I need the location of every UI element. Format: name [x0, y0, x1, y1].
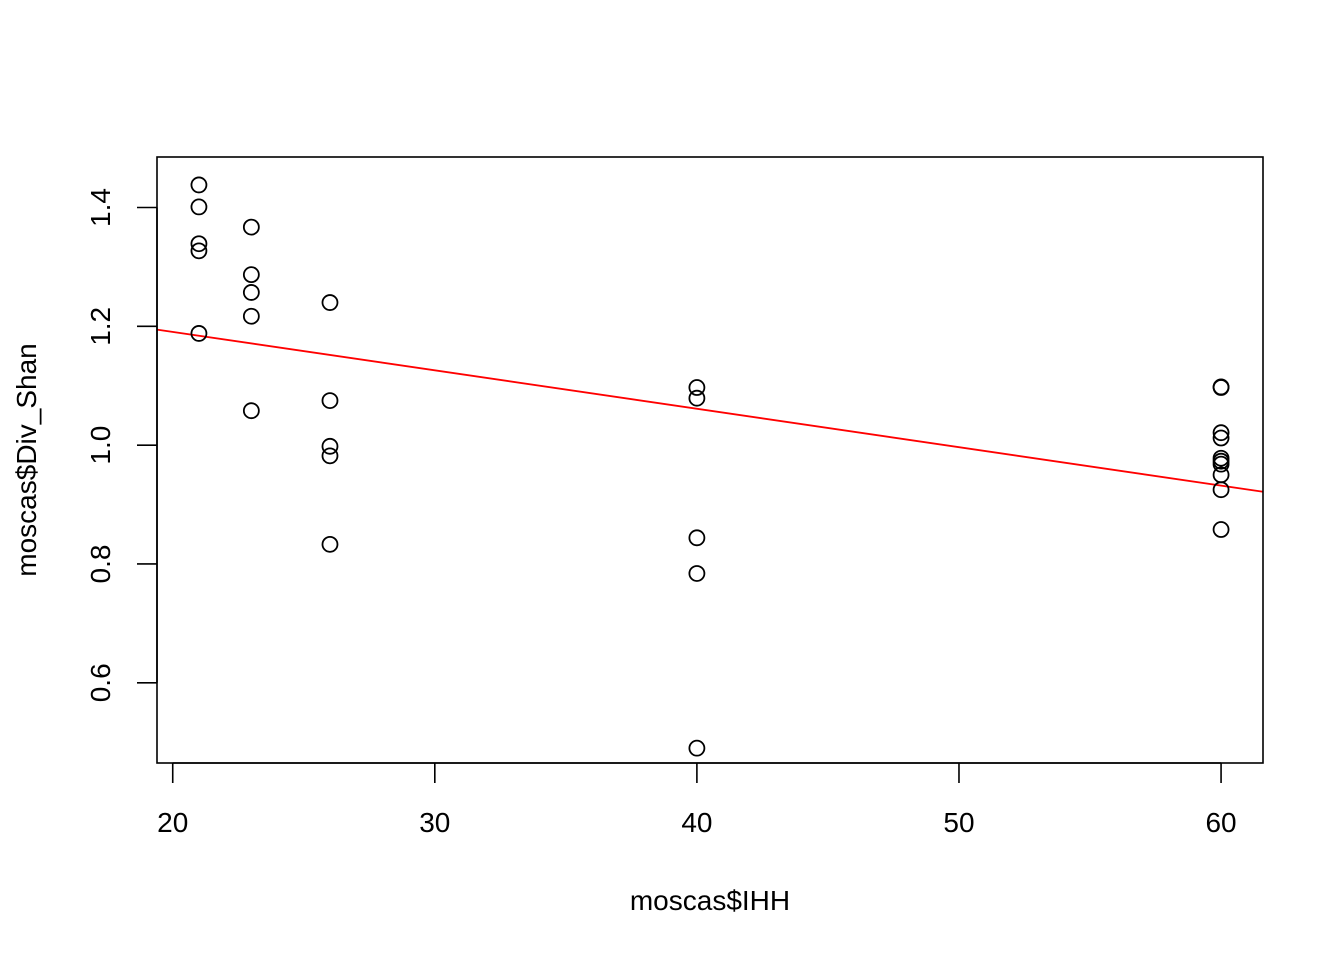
data-point	[190, 198, 208, 216]
data-point	[1212, 521, 1230, 538]
data-point	[321, 535, 339, 553]
x-tick-label: 20	[157, 807, 188, 838]
data-point	[242, 284, 260, 301]
regression-line-group	[156, 328, 1264, 493]
data-point	[1212, 379, 1230, 396]
x-tick-label: 50	[943, 807, 974, 838]
data-point	[1212, 424, 1230, 442]
y-axis: 0.6 0.8 1.0 1.2 1.4	[85, 188, 158, 702]
y-tick-label: 1.4	[85, 188, 116, 227]
data-point	[242, 266, 260, 284]
data-point	[321, 392, 339, 409]
data-point	[688, 565, 706, 582]
data-point	[190, 325, 208, 342]
data-point	[321, 294, 339, 311]
x-axis-label: moscas$IHH	[630, 885, 790, 916]
regression-line	[156, 328, 1264, 493]
x-tick-label: 40	[681, 807, 712, 838]
data-point	[242, 402, 260, 420]
y-tick-label: 1.0	[85, 426, 116, 465]
data-point	[1212, 429, 1230, 447]
x-tick-label: 30	[419, 807, 450, 838]
y-tick-label: 0.6	[85, 663, 116, 702]
data-point	[242, 307, 260, 325]
data-point	[688, 529, 706, 547]
y-axis-label: moscas$Div_Shan	[11, 343, 42, 576]
data-point	[190, 235, 208, 253]
x-tick-label: 60	[1205, 807, 1236, 838]
data-point	[242, 218, 260, 236]
data-point	[1212, 481, 1230, 499]
data-point	[688, 389, 706, 407]
data-point	[321, 437, 339, 455]
data-points-group	[190, 176, 1230, 757]
y-tick-label: 0.8	[85, 545, 116, 584]
data-point	[1212, 466, 1230, 484]
data-point	[688, 379, 706, 396]
x-axis: 20 30 40 50 60	[157, 762, 1237, 838]
data-point	[190, 242, 208, 260]
data-point	[688, 739, 706, 757]
data-point	[190, 176, 208, 194]
data-point	[1212, 455, 1230, 473]
data-point	[321, 447, 339, 465]
y-tick-label: 1.2	[85, 307, 116, 346]
